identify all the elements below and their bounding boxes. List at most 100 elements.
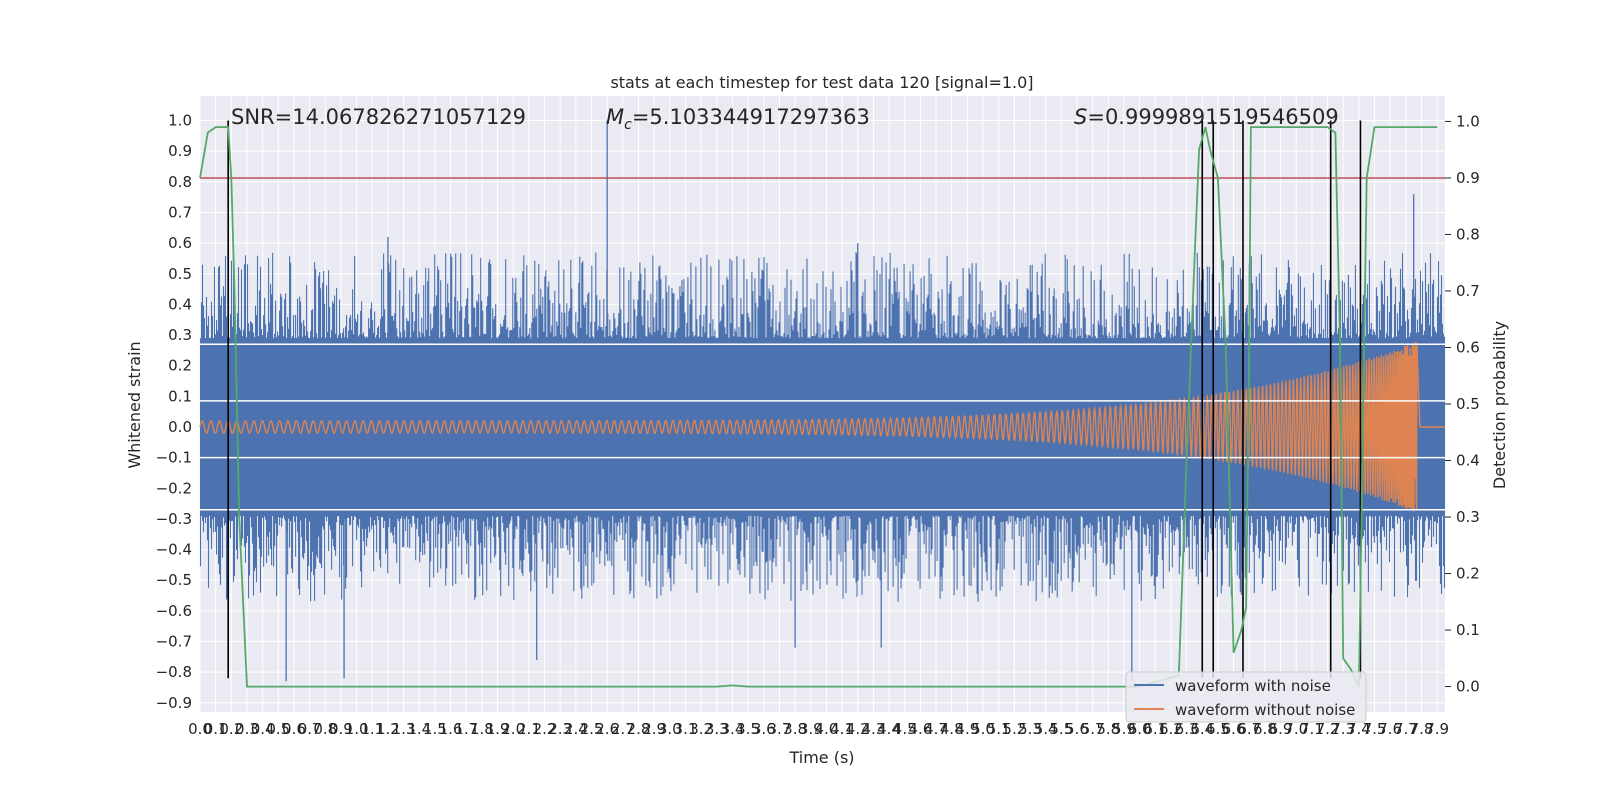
x-tick-label: 7.8: [1410, 720, 1434, 738]
x-tick-label: 1.4: [407, 720, 431, 738]
chirp-mass-annotation: Mc=5.103344917297363: [606, 105, 870, 133]
legend-box: [1125, 671, 1367, 723]
x-tick-label: 3.3: [705, 720, 729, 738]
x-tick-label: 5.9: [1112, 720, 1136, 738]
y-tick-label: 0.4: [168, 295, 192, 313]
x-tick-label: 4.6: [908, 720, 932, 738]
x-tick-label: 5.5: [1049, 720, 1073, 738]
y2-tick-label: 0.7: [1456, 282, 1480, 300]
x-tick-labels: 0.00.10.20.30.40.50.60.70.80.91.01.11.21…: [188, 720, 1449, 738]
y2-tick-label: 0.4: [1456, 452, 1480, 470]
x-tick-label: 5.1: [987, 720, 1011, 738]
x-tick-label: 2.7: [611, 720, 635, 738]
y-tick-label: 0.1: [168, 387, 192, 405]
y-tick-label: 0.9: [168, 142, 192, 160]
x-tick-label: 1.6: [439, 720, 463, 738]
x-tick-label: 7.3: [1331, 720, 1355, 738]
x-tick-label: 2.5: [580, 720, 604, 738]
x-tick-label: 7.9: [1425, 720, 1449, 738]
y2-tick-label: 0.3: [1456, 508, 1480, 526]
x-tick-label: 2.4: [564, 720, 588, 738]
x-tick-label: 7.6: [1378, 720, 1402, 738]
x-tick-label: 2.1: [517, 720, 541, 738]
x-tick-label: 2.6: [595, 720, 619, 738]
x-axis-label: Time (s): [788, 748, 854, 767]
x-tick-label: 7.7: [1394, 720, 1418, 738]
x-tick-label: 4.0: [814, 720, 838, 738]
x-tick-label: 5.0: [971, 720, 995, 738]
x-tick-label: 6.8: [1253, 720, 1277, 738]
y-tick-label: −0.6: [156, 602, 192, 620]
x-tick-label: 0.3: [235, 720, 259, 738]
x-tick-label: 5.7: [1081, 720, 1105, 738]
x-tick-label: 4.5: [893, 720, 917, 738]
y-tick-label: −0.7: [156, 633, 192, 651]
x-tick-label: 0.2: [219, 720, 243, 738]
x-tick-label: 4.4: [877, 720, 901, 738]
x-tick-label: 0.4: [251, 720, 275, 738]
x-tick-label: 7.0: [1284, 720, 1308, 738]
waveform-without-noise: [199, 341, 1445, 512]
x-tick-label: 3.5: [736, 720, 760, 738]
y2-tick-label: 0.9: [1456, 169, 1480, 187]
x-tick-label: 1.5: [423, 720, 447, 738]
legend: waveform with noise waveform without noi…: [1125, 671, 1367, 723]
x-tick-label: 6.6: [1222, 720, 1246, 738]
x-tick-label: 0.9: [329, 720, 353, 738]
x-tick-label: 7.4: [1347, 720, 1371, 738]
x-tick-label: 6.1: [1143, 720, 1167, 738]
x-tick-label: 5.6: [1065, 720, 1089, 738]
x-tick-label: 7.2: [1316, 720, 1340, 738]
x-tick-label: 0.5: [266, 720, 290, 738]
legend-label-noise: waveform with noise: [1175, 677, 1331, 695]
overlay-lines: [200, 120, 1445, 679]
y2-tick-label: 0.6: [1456, 338, 1480, 356]
x-tick-label: 5.4: [1034, 720, 1058, 738]
x-tick-label: 0.8: [313, 720, 337, 738]
x-tick-label: 5.2: [1002, 720, 1026, 738]
y2-tick-label: 0.0: [1456, 678, 1480, 696]
x-tick-label: 2.9: [642, 720, 666, 738]
x-tick-label: 4.9: [955, 720, 979, 738]
x-tick-label: 4.8: [940, 720, 964, 738]
waveform-with-noise: [199, 120, 1446, 682]
y-axis-label: Whitened strain: [125, 341, 144, 468]
x-tick-label: 4.7: [924, 720, 948, 738]
y2-axis-label: Detection probability: [1490, 321, 1509, 489]
chart-title: stats at each timestep for test data 120…: [610, 73, 1033, 92]
x-tick-label: 6.7: [1237, 720, 1261, 738]
y2-tick-label: 0.1: [1456, 621, 1480, 639]
x-tick-label: 0.0: [188, 720, 212, 738]
y-tick-label: 0.7: [168, 203, 192, 221]
x-tick-label: 7.5: [1363, 720, 1387, 738]
score-annotation: S=0.9999891519546509: [1074, 105, 1339, 129]
x-tick-label: 5.8: [1096, 720, 1120, 738]
x-tick-label: 4.3: [861, 720, 885, 738]
x-tick-label: 3.2: [689, 720, 713, 738]
x-tick-label: 2.3: [548, 720, 572, 738]
clean-chirp-line: [199, 341, 1445, 512]
x-tick-label: 4.1: [830, 720, 854, 738]
y2-tick-label: 0.5: [1456, 395, 1480, 413]
x-tick-label: 6.9: [1269, 720, 1293, 738]
x-tick-label: 1.1: [360, 720, 384, 738]
y2-tick-labels: 0.0 0.1 0.2 0.3 0.4 0.5 0.6 0.7 0.8 0.9 1.0: [1445, 112, 1480, 696]
x-tick-label: 1.8: [470, 720, 494, 738]
x-tick-label: 1.3: [392, 720, 416, 738]
x-tick-label: 3.8: [783, 720, 807, 738]
y-tick-label: −0.2: [156, 479, 192, 497]
x-tick-label: 3.9: [799, 720, 823, 738]
x-tick-label: 3.6: [752, 720, 776, 738]
y-tick-label: −0.5: [156, 571, 192, 589]
x-tick-label: 1.2: [376, 720, 400, 738]
x-tick-label: 5.3: [1018, 720, 1042, 738]
x-tick-label: 6.2: [1159, 720, 1183, 738]
x-tick-label: 6.5: [1206, 720, 1230, 738]
y-tick-labels: −0.9 −0.8 −0.7 −0.6 −0.5 −0.4 −0.3 −0.2 −0.1 0.0 0…: [156, 112, 192, 712]
x-tick-label: 2.0: [501, 720, 525, 738]
x-tick-label: 2.8: [627, 720, 651, 738]
y-tick-label: −0.4: [156, 541, 192, 559]
x-tick-label: 7.1: [1300, 720, 1324, 738]
y-tick-label: 0.2: [168, 357, 192, 375]
x-tick-label: 2.2: [533, 720, 557, 738]
